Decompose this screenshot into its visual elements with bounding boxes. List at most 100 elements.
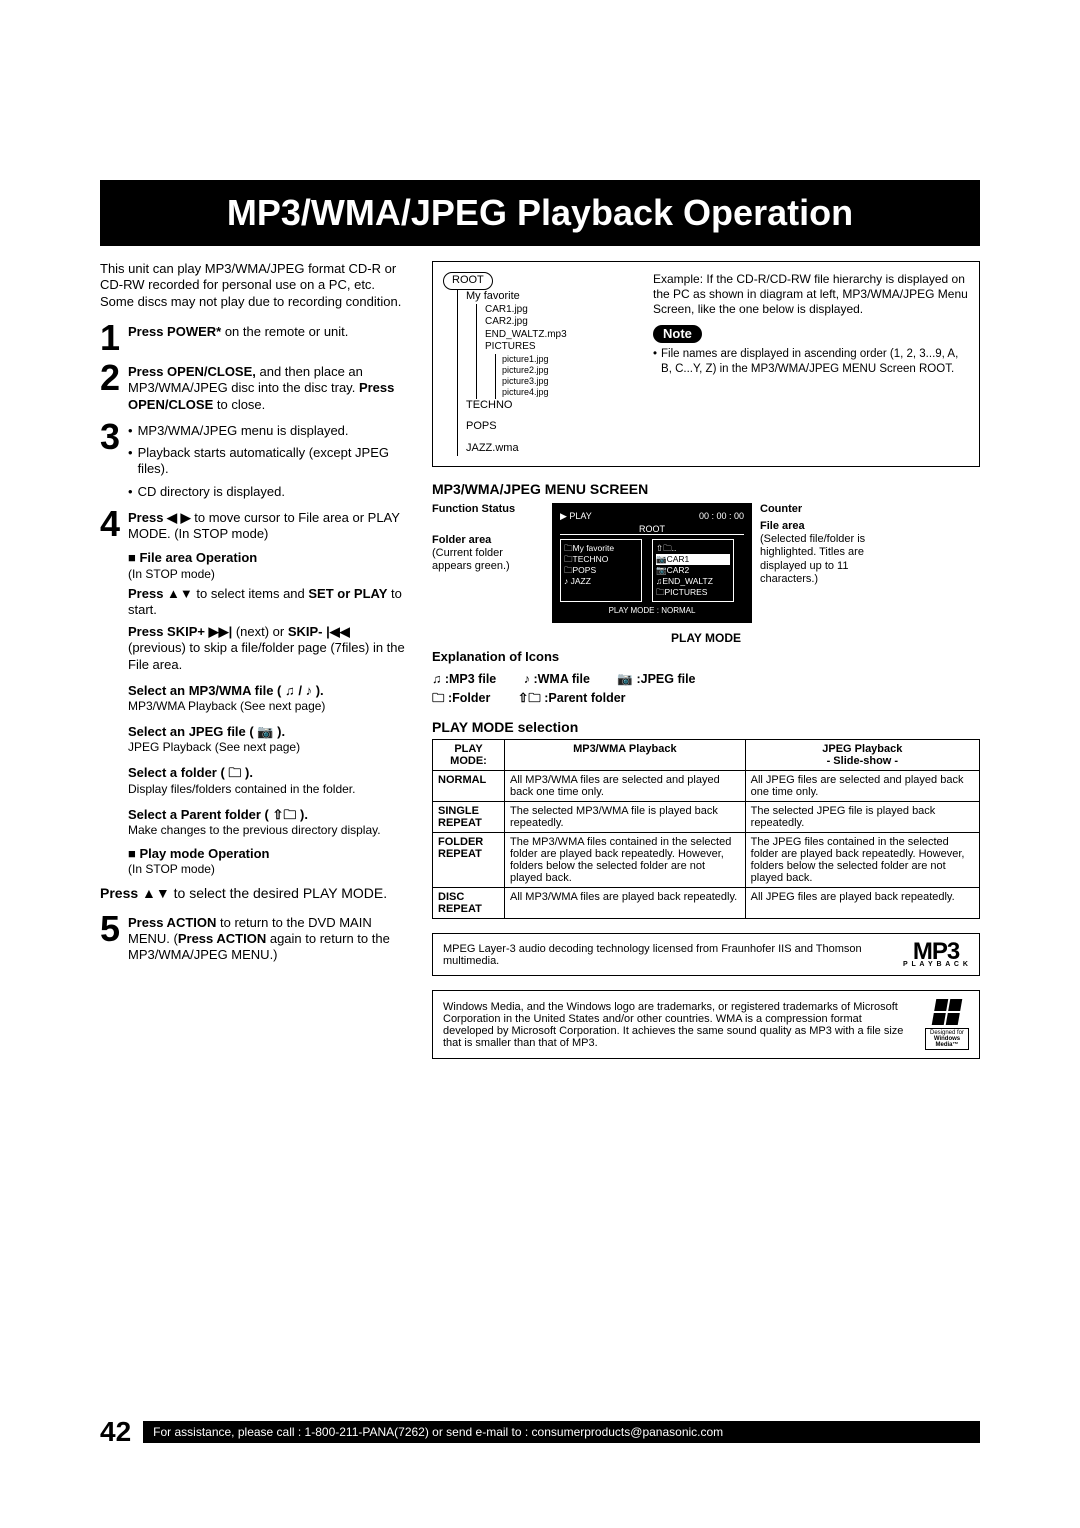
explanation-title: Explanation of Icons [432, 649, 980, 664]
ms-l3: ♪ JAZZ [564, 576, 638, 587]
menu-wrap: Function Status Folder area (Current fol… [432, 503, 980, 623]
sel-mp3: Select an MP3/WMA file ( ♫ / ♪ ). [128, 683, 410, 699]
fao-p2d: (previous) to skip a file/folder page (7… [128, 640, 405, 671]
ms-left-col: 🗀My favorite 🗀TECHNO 🗀POPS ♪ JAZZ [560, 539, 642, 602]
sel-parent-sub: Make changes to the previous directory d… [128, 823, 410, 838]
sel-mp3-sub: MP3/WMA Playback (See next page) [128, 699, 410, 714]
file-area-op-sub: (In STOP mode) [128, 567, 410, 582]
ms-right-col: ⇧🗀.. 📷CAR1 📷CAR2 ♫END_WALTZ 🗀PICTURES [652, 539, 734, 602]
lbl-file-area: File area [760, 520, 805, 532]
tree-fav: My favorite [466, 290, 643, 304]
file-area-op: File area Operation (In STOP mode) Press… [128, 550, 410, 673]
sel-jpeg: Select an JPEG file ( 📷 ). [128, 724, 410, 740]
step-num-5: 5 [100, 913, 128, 964]
fao-p1b: to select items and [193, 586, 309, 601]
fao-p2b: (next) or [232, 624, 288, 639]
footer: 42 For assistance, please call : 1-800-2… [100, 1416, 980, 1448]
fao-p2c: SKIP- |◀◀ [288, 624, 350, 639]
lbl-play-mode: PLAY MODE [432, 631, 980, 645]
pm-h3: JPEG Playback- Slide-show - [745, 740, 979, 771]
file-area-op-title: File area Operation [128, 550, 410, 566]
play-mode-table: PLAY MODE: MP3/WMA Playback JPEG Playbac… [432, 739, 980, 919]
step1-bold: Press POWER* [128, 324, 221, 339]
ms-l1: 🗀TECHNO [564, 554, 638, 565]
ms-play: PLAY [569, 511, 591, 521]
pmo-press: Press ▲▼ to select the desired PLAY MODE… [100, 885, 410, 903]
ms-r4: 🗀PICTURES [656, 587, 730, 598]
ms-r1: 📷CAR1 [656, 554, 730, 565]
note-label: Note [653, 325, 702, 343]
play-mode-op: Play mode Operation (In STOP mode) [128, 846, 410, 877]
mp3-logo: MP3P L A Y B A C K [903, 942, 969, 967]
lbl-counter: Counter [760, 503, 802, 515]
step-2: 2 Press OPEN/CLOSE, and then place an MP… [100, 362, 410, 413]
ms-r2: 📷CAR2 [656, 565, 730, 576]
step5-b: Press ACTION [128, 915, 216, 930]
pmo-title: Play mode Operation [128, 846, 410, 862]
pm-title: PLAY MODE selection [432, 719, 980, 735]
menu-title: MP3/WMA/JPEG MENU SCREEN [432, 481, 980, 497]
menu-screen: ▶ PLAY00 : 00 : 00 ROOT 🗀My favorite 🗀TE… [552, 503, 752, 623]
ms-root: ROOT [560, 524, 744, 535]
pm-h2: MP3/WMA Playback [505, 740, 746, 771]
fao-p1a: Press ▲▼ [128, 586, 193, 601]
legal-wma: Windows Media, and the Windows logo are … [432, 990, 980, 1059]
icon-wma: ♪ :WMA file [524, 670, 590, 689]
page: MP3/WMA/JPEG Playback Operation This uni… [0, 0, 1080, 1119]
icons-row: ♫ :MP3 file ♪ :WMA file 📷 :JPEG file 🗀 :… [432, 670, 980, 708]
tree-waltz: END_WALTZ.mp3 [485, 329, 643, 342]
step-3: 3 MP3/WMA/JPEG menu is displayed. Playba… [100, 421, 410, 500]
tree-p1: picture1.jpg [502, 354, 643, 365]
pm-row-folder: FOLDER REPEATThe MP3/WMA files contained… [433, 833, 980, 888]
legal-mp3: MPEG Layer-3 audio decoding technology l… [432, 933, 980, 976]
diagram-right: Example: If the CD-R/CD-RW file hierarch… [653, 272, 969, 456]
step3-b: Playback starts automatically (except JP… [128, 445, 410, 478]
step-4: 4 Press ◀ ▶ to move cursor to File area … [100, 508, 410, 543]
sel-folder-sub: Display files/folders contained in the f… [128, 782, 410, 797]
step-1: 1 Press POWER* on the remote or unit. [100, 322, 410, 354]
tree-p2: picture2.jpg [502, 365, 643, 376]
fao-p1c: SET or PLAY [308, 586, 387, 601]
lbl-func: Function Status [432, 503, 515, 515]
page-title: MP3/WMA/JPEG Playback Operation [100, 180, 980, 246]
step4-b: Press ◀ ▶ [128, 510, 191, 525]
example-text: Example: If the CD-R/CD-RW file hierarch… [653, 272, 969, 317]
step-num-1: 1 [100, 322, 128, 354]
selects: Select an MP3/WMA file ( ♫ / ♪ ). MP3/WM… [128, 683, 410, 838]
tree-car2: CAR2.jpg [485, 316, 643, 329]
step-num-3: 3 [100, 421, 128, 500]
pm-row-normal: NORMALAll MP3/WMA files are selected and… [433, 771, 980, 802]
step-num-4: 4 [100, 508, 128, 543]
icon-jpeg: 📷 :JPEG file [617, 670, 695, 689]
tree-pics: PICTURES [485, 341, 643, 354]
sel-parent: Select a Parent folder ( ⇧🗀 ). [128, 807, 410, 823]
step2-b1: Press OPEN/CLOSE, [128, 364, 256, 379]
file-tree: ROOT My favorite CAR1.jpg CAR2.jpg END_W… [443, 272, 643, 456]
ms-l0: 🗀My favorite [564, 543, 638, 554]
step2-r2: to close. [213, 397, 265, 412]
legal1-text: MPEG Layer-3 audio decoding technology l… [443, 943, 887, 967]
pm-row-disc: DISC REPEATAll MP3/WMA files are played … [433, 888, 980, 919]
intro-text: This unit can play MP3/WMA/JPEG format C… [100, 261, 410, 310]
note-text: File names are displayed in ascending or… [653, 347, 969, 376]
sel-folder: Select a folder ( 🗀 ). [128, 765, 410, 781]
step-num-2: 2 [100, 362, 128, 413]
step3-c: CD directory is displayed. [128, 484, 410, 500]
lbl-file-sub: (Selected file/folder is highlighted. Ti… [760, 533, 872, 586]
footer-bar: For assistance, please call : 1-800-211-… [143, 1421, 980, 1443]
tree-pops: POPS [466, 420, 643, 434]
sel-jpeg-sub: JPEG Playback (See next page) [128, 740, 410, 755]
tree-root: ROOT [443, 272, 493, 290]
step3-a: MP3/WMA/JPEG menu is displayed. [128, 423, 410, 439]
hierarchy-diagram: ROOT My favorite CAR1.jpg CAR2.jpg END_W… [432, 261, 980, 467]
step5-b2: Press ACTION [178, 931, 266, 946]
lbl-folder-area: Folder area [432, 534, 491, 546]
pm-row-single: SINGLE REPEATThe selected MP3/WMA file i… [433, 802, 980, 833]
step1-rest: on the remote or unit. [221, 324, 348, 339]
page-number: 42 [100, 1416, 131, 1448]
ms-time: 00 : 00 : 00 [699, 511, 744, 522]
tree-p4: picture4.jpg [502, 387, 643, 398]
icon-parent: ⇧🗀 :Parent folder [518, 689, 626, 708]
ms-l2: 🗀POPS [564, 565, 638, 576]
tree-p3: picture3.jpg [502, 376, 643, 387]
